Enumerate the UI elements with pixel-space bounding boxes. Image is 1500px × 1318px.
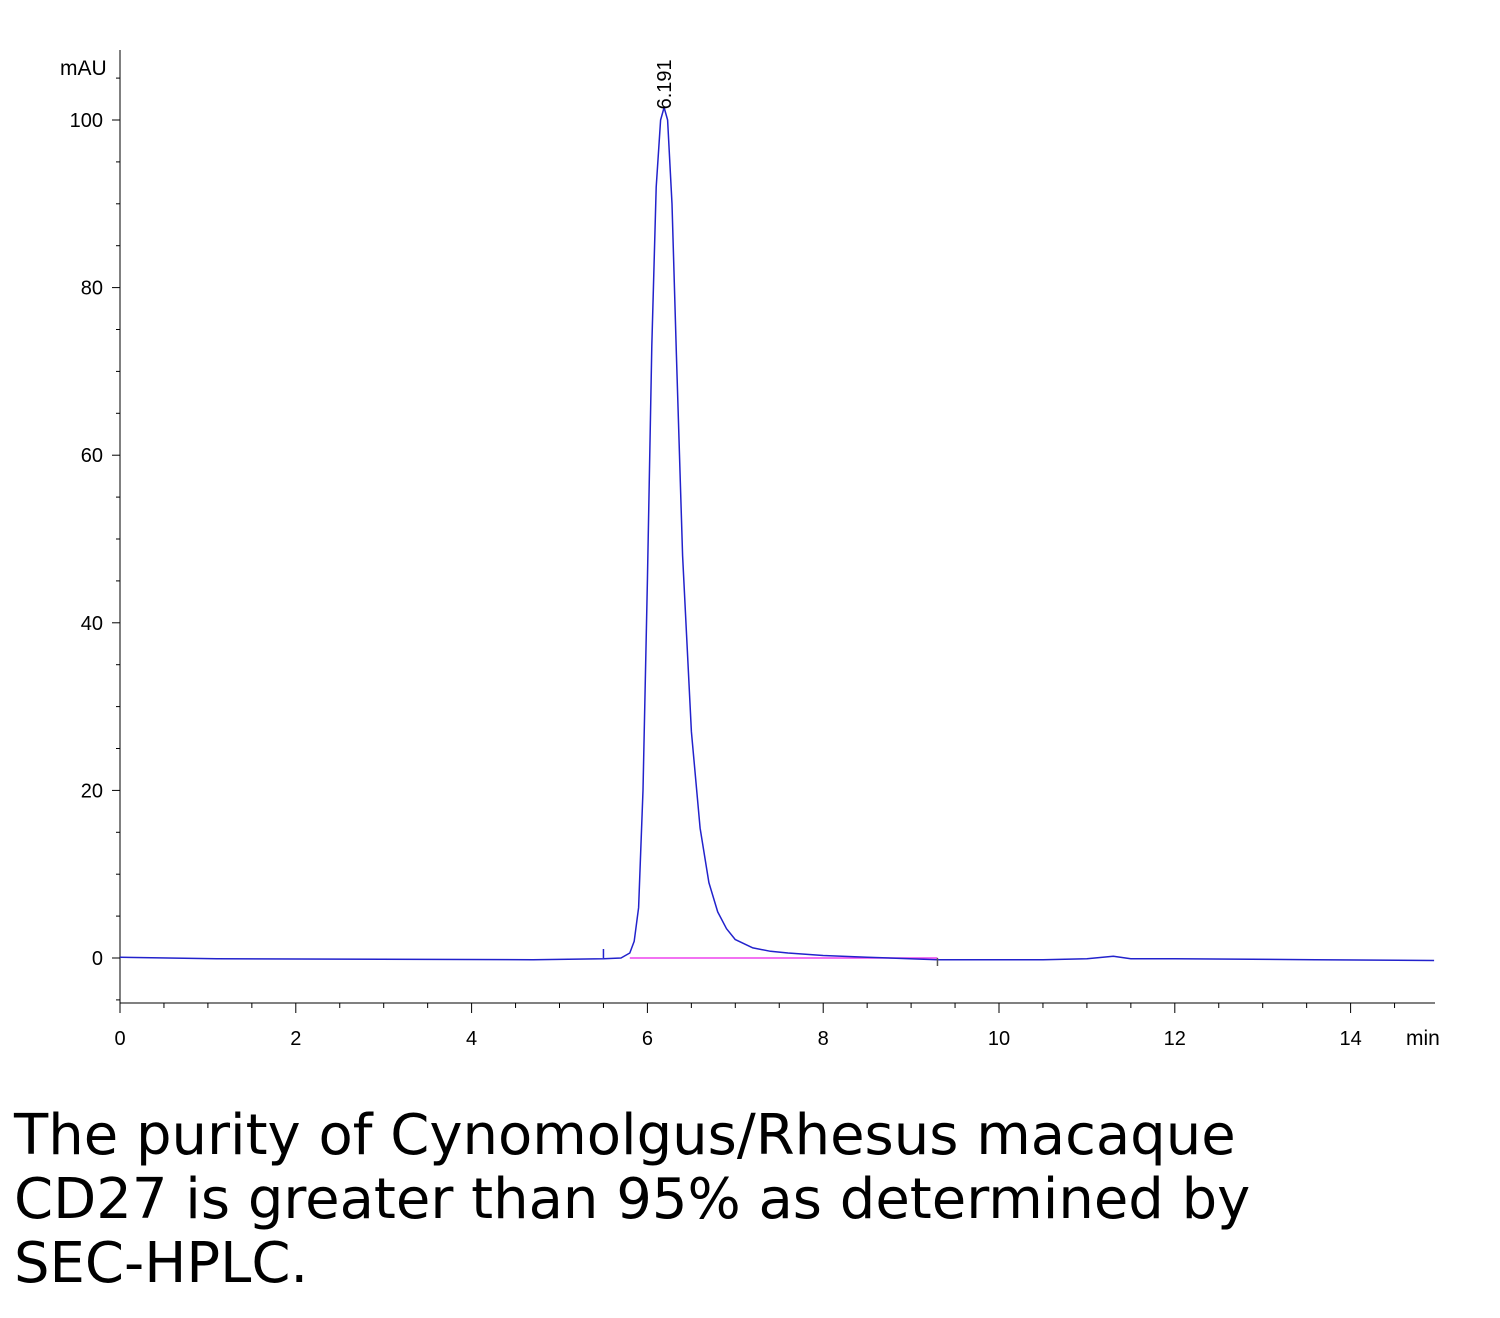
annotation-layer: 6.191 — [654, 59, 676, 109]
x-tick-label: 14 — [1339, 1028, 1361, 1050]
y-tick-label: 40 — [81, 613, 103, 635]
x-tick-label: 2 — [290, 1028, 301, 1050]
chromatogram-chart: 0 20 40 60 80 100 0 2 4 6 8 10 12 14 mAU min 6.191 — [60, 50, 1440, 1050]
x-tick-label: 0 — [114, 1028, 125, 1050]
x-axis-unit: min — [1406, 1027, 1440, 1050]
x-tick-label: 8 — [818, 1028, 829, 1050]
caption-line-1: The purity of Cynomolgus/Rhesus macaque — [14, 1103, 1236, 1168]
y-axis-unit: mAU — [60, 57, 107, 80]
y-tick-label: 0 — [92, 948, 103, 970]
peak-label: 6.191 — [654, 59, 676, 109]
caption: The purity of Cynomolgus/Rhesus macaque … — [14, 1104, 1484, 1296]
y-tick-label: 100 — [70, 110, 103, 132]
caption-line-3: SEC-HPLC. — [14, 1231, 309, 1296]
ticks: 0 20 40 60 80 100 0 2 4 6 8 10 12 14 — [70, 77, 1396, 1050]
x-tick-label: 12 — [1164, 1028, 1186, 1050]
y-tick-label: 60 — [81, 445, 103, 467]
x-tick-label: 10 — [988, 1028, 1010, 1050]
caption-line-2: CD27 is greater than 95% as determined b… — [14, 1167, 1251, 1232]
x-tick-label: 6 — [642, 1028, 653, 1050]
y-tick-label: 80 — [81, 278, 103, 300]
series-layer — [119, 106, 1435, 966]
axes — [119, 50, 1435, 1004]
chromatogram-trace — [119, 106, 1435, 962]
x-tick-label: 4 — [466, 1028, 477, 1050]
y-tick-label: 20 — [81, 780, 103, 802]
